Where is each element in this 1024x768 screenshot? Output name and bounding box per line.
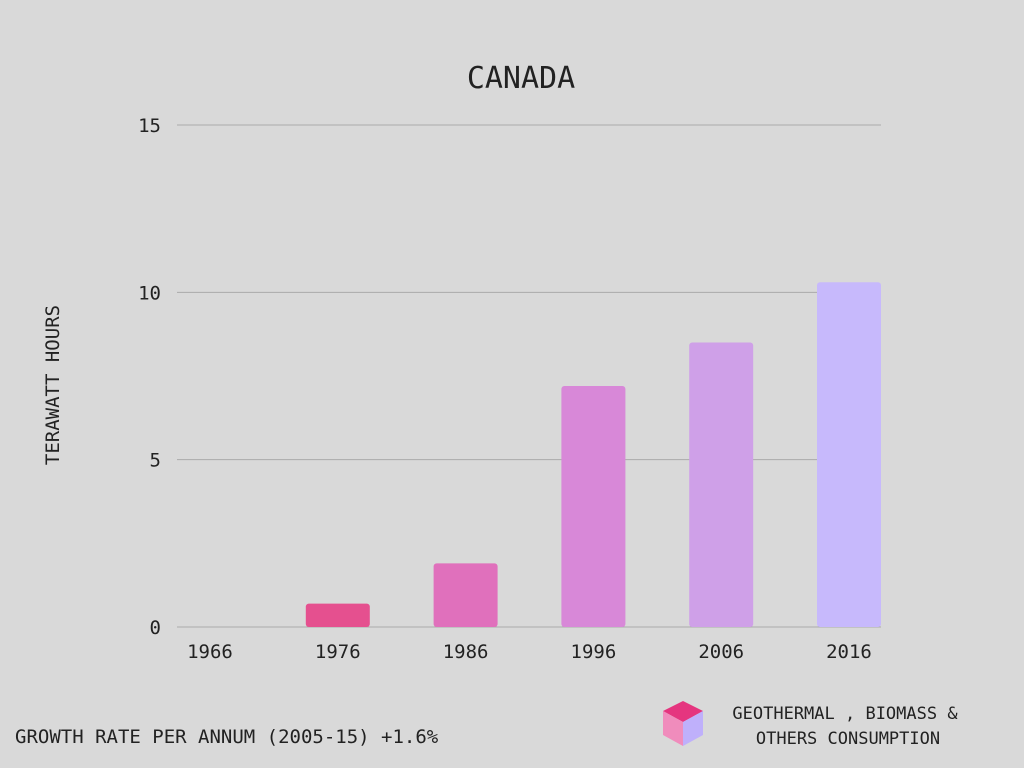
legend-label-line2: OTHERS CONSUMPTION (756, 729, 940, 749)
y-tick-label: 5 (150, 450, 161, 472)
y-tick-label: 0 (150, 617, 161, 639)
x-tick-label: 1996 (571, 641, 617, 663)
gridlines (177, 124, 881, 628)
bar-1986 (433, 563, 498, 627)
x-tick-label: 1966 (187, 641, 233, 663)
legend-label-line1: GEOTHERMAL , BIOMASS & (732, 704, 958, 724)
bar-2006 (689, 342, 754, 627)
legend: GEOTHERMAL , BIOMASS & OTHERS CONSUMPTIO… (663, 701, 958, 749)
bar-2016 (817, 282, 881, 627)
y-axis-ticks: 0 5 10 15 (138, 115, 161, 639)
cube-icon (663, 701, 703, 746)
x-tick-label: 1976 (315, 641, 361, 663)
bars (305, 282, 881, 627)
x-axis-ticks: 1966 1976 1986 1996 2006 2016 (187, 641, 872, 663)
y-tick-label: 10 (138, 282, 161, 304)
x-tick-label: 2016 (826, 641, 872, 663)
chart-title: CANADA (467, 61, 575, 96)
growth-rate-note: GROWTH RATE PER ANNUM (2005-15) +1.6% (15, 726, 439, 748)
x-tick-label: 1986 (443, 641, 489, 663)
y-tick-label: 15 (138, 115, 161, 137)
bar-1976 (305, 603, 370, 627)
x-tick-label: 2006 (698, 641, 744, 663)
y-axis-label: TERAWATT HOURS (42, 305, 64, 465)
bar-1996 (561, 386, 626, 627)
